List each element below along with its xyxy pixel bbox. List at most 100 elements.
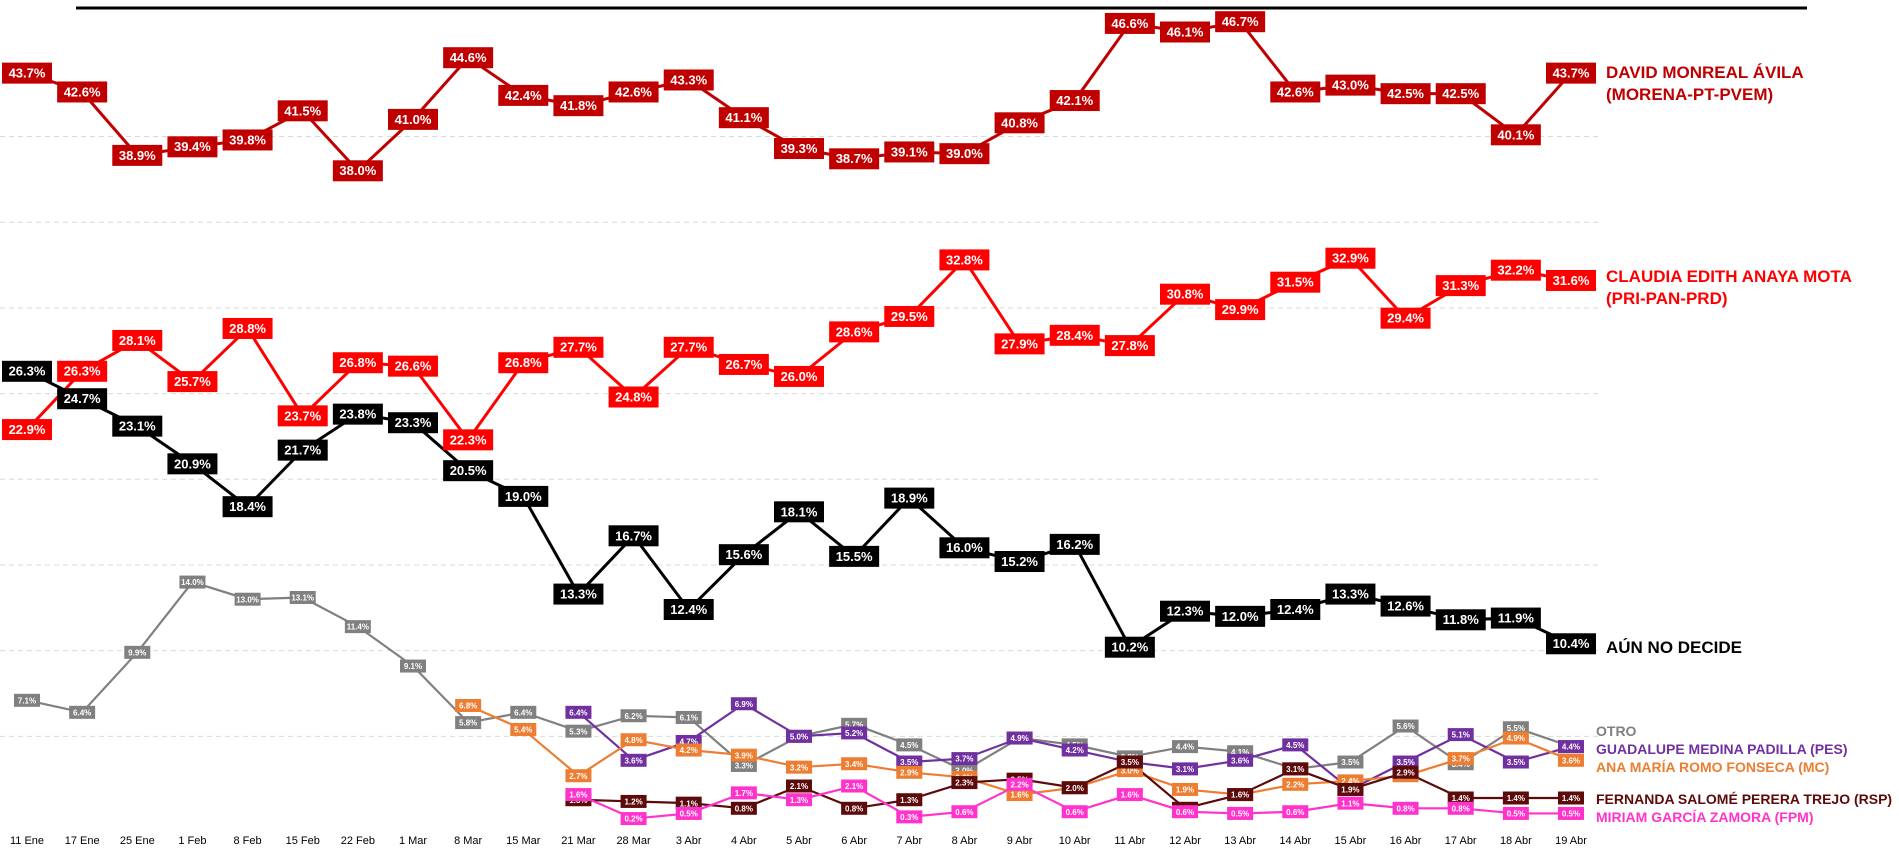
x-tick-label: 15 Abr (1335, 835, 1367, 847)
value-label-box (1061, 805, 1088, 819)
value-label-box (1380, 83, 1431, 105)
value-label-box (167, 136, 218, 158)
value-label: 13.3% (1332, 587, 1369, 602)
value-label-box (1270, 271, 1321, 293)
value-label: 4.9% (1507, 734, 1525, 743)
value-label-box (167, 371, 218, 393)
value-label: 0.8% (1396, 804, 1414, 813)
value-label-box (663, 336, 714, 358)
value-label: 42.5% (1387, 86, 1424, 101)
value-label-box (57, 360, 108, 382)
value-label: 12.0% (1222, 609, 1259, 624)
value-label-box (1049, 90, 1100, 112)
value-label-box (167, 453, 218, 475)
value-label: 3.0% (1121, 767, 1139, 776)
value-label: 22.9% (9, 422, 46, 437)
value-label-box (1227, 806, 1254, 820)
value-label: 2.9% (900, 768, 918, 777)
legend-label: ANA MARÍA ROMO FONSECA (MC) (1596, 759, 1830, 775)
value-label: 2.1% (845, 782, 863, 791)
value-label: 18.9% (891, 491, 928, 506)
value-label-box (829, 321, 880, 343)
x-tick-label: 8 Mar (454, 835, 482, 847)
value-label: 3.4% (845, 760, 863, 769)
value-label-box (774, 501, 824, 523)
value-label: 0.8% (1452, 804, 1470, 813)
value-label-box (1392, 719, 1419, 733)
x-tick-label: 5 Abr (786, 835, 812, 847)
value-label: 3.1% (1176, 765, 1194, 774)
value-label: 2.2% (1010, 780, 1028, 789)
value-label: 1.4% (1562, 794, 1580, 803)
value-label: 12.6% (1387, 599, 1424, 614)
value-label-box (1104, 12, 1155, 34)
value-label-box (718, 544, 769, 566)
x-tick-label: 14 Abr (1279, 835, 1311, 847)
value-label: 31.3% (1442, 278, 1479, 293)
value-label-box (344, 620, 371, 634)
value-label: 14.0% (181, 578, 204, 587)
value-label-box (994, 333, 1045, 355)
value-label-box (1558, 806, 1584, 820)
value-label: 29.4% (1387, 311, 1424, 326)
value-label: 6.4% (514, 708, 532, 717)
value-label: 1.6% (1121, 791, 1139, 800)
value-label: 27.9% (1001, 336, 1038, 351)
value-label-box (332, 160, 383, 182)
value-label-box (1270, 599, 1321, 621)
value-label: 6.8% (459, 702, 477, 711)
value-label: 5.5% (1507, 724, 1525, 733)
value-label-box (1546, 633, 1596, 655)
value-label: 39.8% (229, 132, 266, 147)
value-label: 4.2% (1066, 746, 1084, 755)
value-label: 1.1% (680, 799, 698, 808)
value-label-box (1502, 791, 1529, 805)
legend-label: AÚN NO DECIDE (1606, 638, 1743, 657)
value-label: 26.8% (505, 355, 542, 370)
value-label-box (14, 693, 40, 707)
value-label-box (179, 575, 206, 589)
value-label-box (730, 786, 757, 800)
value-label-box (730, 748, 757, 762)
value-label-box (553, 583, 604, 605)
value-label-box (774, 365, 824, 387)
value-label-box (939, 143, 990, 165)
value-label: 40.1% (1497, 127, 1534, 142)
value-label: 1.3% (790, 796, 808, 805)
value-label-box (1049, 533, 1100, 555)
value-label-box (718, 353, 769, 375)
value-label: 46.6% (1111, 16, 1148, 31)
value-label-box (1282, 777, 1309, 791)
value-label: 42.1% (1056, 93, 1093, 108)
value-label-box (498, 485, 549, 507)
value-label-box (1172, 782, 1198, 796)
value-label: 1.7% (735, 789, 753, 798)
value-label-box (663, 599, 714, 621)
value-label-box (1546, 269, 1596, 291)
value-label-box (277, 405, 328, 427)
x-tick-label: 16 Abr (1390, 835, 1422, 847)
value-label: 44.6% (450, 50, 487, 65)
value-label-box (1490, 607, 1541, 629)
value-label: 46.7% (1222, 14, 1259, 29)
value-label-box (951, 776, 978, 790)
value-label-box (1337, 755, 1364, 769)
x-tick-label: 17 Abr (1445, 835, 1477, 847)
value-label: 3.5% (900, 758, 918, 767)
value-label-box (730, 758, 757, 772)
value-label-box (620, 753, 647, 767)
value-label-box (994, 112, 1045, 134)
value-label: 0.6% (1286, 808, 1304, 817)
value-label-box (455, 716, 482, 730)
value-label: 28.1% (119, 333, 156, 348)
value-label-box (1006, 731, 1033, 745)
value-label: 1.6% (1010, 791, 1028, 800)
value-label-box (57, 388, 108, 410)
value-label-box (222, 496, 273, 518)
value-label: 6.1% (680, 714, 698, 723)
value-label-box (1435, 275, 1486, 297)
value-label: 1.2% (624, 798, 642, 807)
value-label-box (1282, 762, 1309, 776)
x-tick-label: 22 Feb (341, 835, 375, 847)
value-label: 16.0% (946, 540, 983, 555)
